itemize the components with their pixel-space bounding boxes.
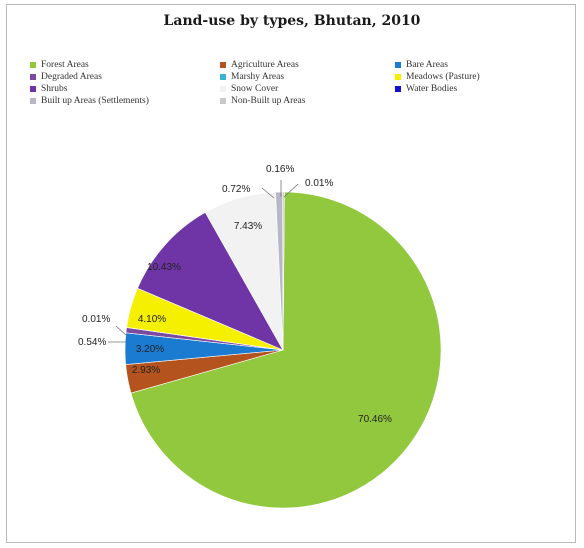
legend-item: Non-Built up Areas [220, 96, 305, 106]
legend-label: Snow Cover [231, 84, 279, 94]
legend-item: Water Bodies [395, 84, 457, 94]
legend-item: Marshy Areas [220, 72, 284, 82]
slice-data-label: 3.20% [136, 344, 164, 355]
slice-data-label: 70.46% [358, 414, 392, 425]
legend-swatch [395, 86, 401, 92]
legend-swatch [30, 62, 36, 68]
slice-data-label: 0.01% [305, 178, 333, 189]
leader-line [283, 183, 299, 198]
legend-item: Forest Areas [30, 60, 89, 70]
slice-data-label: 7.43% [234, 221, 262, 232]
legend-swatch [220, 86, 226, 92]
slice-data-label: 0.72% [222, 184, 250, 195]
legend-label: Agriculture Areas [231, 60, 299, 70]
legend-item: Snow Cover [220, 84, 278, 94]
legend-item: Degraded Areas [30, 72, 102, 82]
legend-item: Agriculture Areas [220, 60, 299, 70]
slice-data-label: 10.43% [147, 262, 181, 273]
legend-label: Meadows (Pasture) [406, 72, 480, 82]
leader-line [261, 187, 275, 199]
slice-data-label: 4.10% [138, 314, 166, 325]
leader-line [115, 325, 128, 337]
legend-label: Water Bodies [406, 84, 458, 94]
legend-label: Marshy Areas [231, 72, 285, 82]
legend-item: Shrubs [30, 84, 67, 94]
slice-data-label: 0.16% [266, 164, 294, 175]
legend-swatch [395, 62, 401, 68]
legend-swatch [30, 74, 36, 80]
legend-item: Meadows (Pasture) [395, 72, 480, 82]
legend-label: Forest Areas [41, 60, 89, 70]
pie-slice [282, 191, 285, 351]
legend-label: Non-Built up Areas [231, 96, 306, 106]
chart-title: Land-use by types, Bhutan, 2010 [163, 13, 421, 29]
slice-data-label: 0.01% [82, 314, 110, 325]
pie-slice [130, 191, 442, 509]
legend-swatch [395, 74, 401, 80]
legend-swatch [220, 98, 226, 104]
legend-label: Bare Areas [406, 60, 448, 70]
legend-label: Shrubs [41, 84, 68, 94]
slice-data-label: 2.93% [132, 365, 160, 376]
legend-swatch [220, 74, 226, 80]
pie-slice [137, 212, 284, 351]
legend-item: Built up Areas (Settlements) [30, 96, 149, 106]
legend-label: Built up Areas (Settlements) [41, 96, 149, 106]
legend-item: Bare Areas [395, 60, 448, 70]
slice-data-label: 0.54% [78, 337, 106, 348]
legend-swatch [30, 86, 36, 92]
legend-swatch [30, 98, 36, 104]
legend-label: Degraded Areas [41, 72, 102, 82]
legend-swatch [220, 62, 226, 68]
